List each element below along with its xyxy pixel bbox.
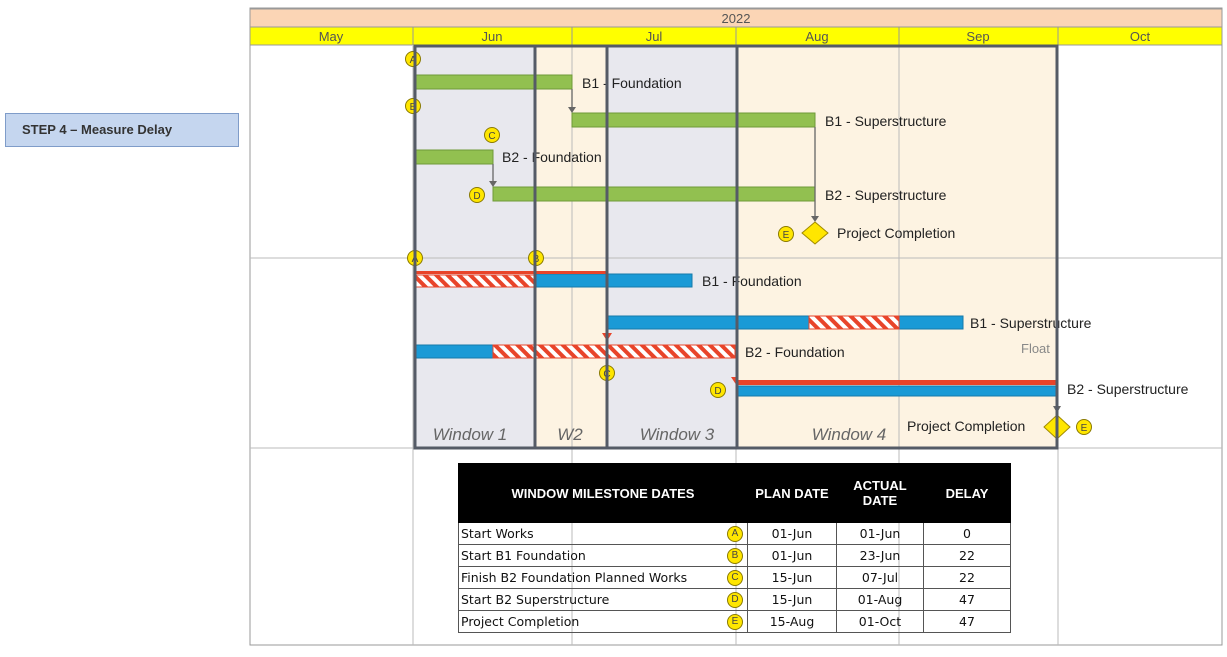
- planned-section: B1 - Foundation B1 - Superstructure B2 -…: [405, 51, 955, 245]
- table-row: Start B1 Foundation B 01-Jun 23-Jun 22: [458, 544, 1011, 567]
- planned-markers: A B C D E: [405, 51, 794, 242]
- actual-redline-b2-superstructure: [737, 380, 1057, 385]
- row-desc-cell: Start B1 Foundation B: [458, 544, 748, 567]
- planned-bar-b2-foundation: [414, 149, 494, 165]
- actual-label-b1-superstructure: B1 - Superstructure: [970, 315, 1092, 331]
- month-header-row: May Jun Jul Aug Sep Oct: [249, 26, 1223, 46]
- actual-bar-b2-foundation: [414, 344, 494, 359]
- row-plan: 01-Jun: [747, 522, 837, 545]
- window-2-area: [535, 46, 607, 448]
- planned-label-b1-superstructure: B1 - Superstructure: [825, 113, 947, 129]
- actual-delay-b1-foundation: [414, 274, 536, 288]
- marker-e-planned: E: [783, 230, 790, 241]
- year-label: 2022: [722, 11, 751, 26]
- row-delay: 22: [923, 544, 1011, 567]
- actual-redline-b1: [415, 271, 606, 274]
- window-label-3: Window 3: [640, 425, 715, 444]
- marker-a-planned: A: [410, 55, 417, 66]
- month-label-oct: Oct: [1130, 29, 1151, 44]
- marker-d-planned: D: [473, 191, 480, 202]
- arrowhead: [811, 216, 819, 222]
- row-delay: 47: [923, 610, 1011, 633]
- row-actual: 01-Jun: [836, 522, 924, 545]
- header-actual-date: ACTUAL DATE: [836, 463, 924, 523]
- actual-bar-b1-superstructure: [606, 315, 964, 330]
- month-label-jul: Jul: [646, 29, 663, 44]
- row-plan: 01-Jun: [747, 544, 837, 567]
- row-desc-cell: Start B2 Superstructure D: [458, 588, 748, 611]
- row-plan: 15-Jun: [747, 588, 837, 611]
- row-desc-cell: Project Completion E: [458, 610, 748, 633]
- marker-d-actual: D: [714, 386, 721, 397]
- window-label-2: W2: [557, 425, 583, 444]
- month-label-may: May: [319, 29, 344, 44]
- marker-e-actual: E: [1081, 423, 1088, 434]
- marker-a-table: A: [727, 526, 743, 542]
- marker-b-planned: B: [410, 102, 417, 113]
- planned-bar-b1-foundation: [414, 74, 573, 90]
- marker-b-table: B: [727, 548, 743, 564]
- marker-d-table: D: [727, 592, 743, 608]
- header-plan-date: PLAN DATE: [747, 463, 837, 523]
- actual-label-b1-foundation: B1 - Foundation: [702, 273, 802, 289]
- planned-label-b2-superstructure: B2 - Superstructure: [825, 187, 947, 203]
- row-desc: Start B1 Foundation: [461, 548, 586, 563]
- planned-label-b1-foundation: B1 - Foundation: [582, 75, 682, 91]
- actual-completion-label: Project Completion: [907, 418, 1025, 434]
- row-delay: 22: [923, 566, 1011, 589]
- arrowhead: [568, 107, 576, 113]
- table-row: Start B2 Superstructure D 15-Jun 01-Aug 4…: [458, 588, 1011, 611]
- row-delay: 0: [923, 522, 1011, 545]
- row-actual: 01-Aug: [836, 588, 924, 611]
- header-delay: DELAY: [923, 463, 1011, 523]
- row-plan: 15-Aug: [747, 610, 837, 633]
- table-row: Start Works A 01-Jun 01-Jun 0: [458, 522, 1011, 545]
- row-desc: Project Completion: [461, 614, 580, 629]
- table-header-row: WINDOW MILESTONE DATES PLAN DATE ACTUAL …: [458, 463, 1011, 523]
- row-desc-cell: Start Works A: [458, 522, 748, 545]
- actual-label-b2-foundation: B2 - Foundation: [745, 344, 845, 360]
- row-actual: 07-Jul: [836, 566, 924, 589]
- row-actual: 01-Oct: [836, 610, 924, 633]
- planned-completion-label: Project Completion: [837, 225, 955, 241]
- arrowhead: [489, 181, 497, 187]
- actual-section: B1 - Foundation B1 - Superstructure B2 -…: [407, 250, 1189, 440]
- window-borders: [413, 44, 1059, 450]
- row-delay: 47: [923, 588, 1011, 611]
- planned-label-b2-foundation: B2 - Foundation: [502, 149, 602, 165]
- actual-delay-b2-foundation: [492, 344, 736, 359]
- month-label-aug: Aug: [805, 29, 828, 44]
- planned-completion-diamond: [801, 221, 829, 245]
- milestone-table: WINDOW MILESTONE DATES PLAN DATE ACTUAL …: [458, 463, 1011, 633]
- marker-e-table: E: [727, 614, 743, 630]
- actual-bar-b2-superstructure: [736, 385, 1058, 397]
- planned-bar-b1-superstructure: [571, 112, 816, 128]
- planned-bar-b2-superstructure: [492, 186, 816, 202]
- window-label-1: Window 1: [433, 425, 508, 444]
- actual-float-b1-superstructure: [808, 315, 900, 330]
- window-1-area: [415, 46, 535, 448]
- month-cell-oct: [1057, 26, 1223, 46]
- header-window-milestone: WINDOW MILESTONE DATES: [458, 463, 748, 523]
- month-label-jun: Jun: [482, 29, 503, 44]
- month-label-sep: Sep: [966, 29, 989, 44]
- step-label: STEP 4 – Measure Delay: [5, 113, 239, 147]
- marker-c-planned: C: [488, 131, 495, 142]
- row-plan: 15-Jun: [747, 566, 837, 589]
- row-desc: Finish B2 Foundation Planned Works: [461, 570, 688, 585]
- float-label: Float: [1021, 341, 1050, 356]
- row-desc: Start Works: [461, 526, 534, 541]
- row-actual: 23-Jun: [836, 544, 924, 567]
- row-desc: Start B2 Superstructure: [461, 592, 610, 607]
- actual-label-b2-superstructure: B2 - Superstructure: [1067, 381, 1189, 397]
- actual-bar-b1-foundation: [534, 273, 693, 288]
- table-row: Finish B2 Foundation Planned Works C 15-J…: [458, 566, 1011, 589]
- row-desc-cell: Finish B2 Foundation Planned Works C: [458, 566, 748, 589]
- marker-c-table: C: [727, 570, 743, 586]
- window-label-4: Window 4: [812, 425, 887, 444]
- table-row: Project Completion E 15-Aug 01-Oct 47: [458, 610, 1011, 633]
